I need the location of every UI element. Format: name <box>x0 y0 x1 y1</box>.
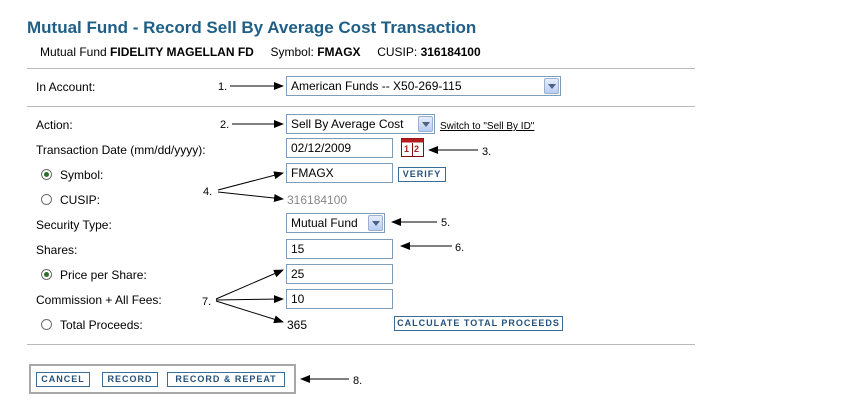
arrow-4b <box>217 191 284 203</box>
page-title: Mutual Fund - Record Sell By Average Cos… <box>27 18 477 37</box>
fund-info: Mutual Fund FIDELITY MAGELLAN FD Symbol:… <box>40 45 481 59</box>
symbol-field[interactable]: FMAGX <box>286 163 393 183</box>
account-label: In Account: <box>36 80 96 94</box>
price-field[interactable]: 25 <box>286 264 393 284</box>
commission-field[interactable]: 10 <box>286 289 393 309</box>
date-field[interactable]: 02/12/2009 <box>286 138 393 158</box>
annotation-7: 7. <box>202 296 212 308</box>
svg-text:2: 2 <box>414 144 419 154</box>
cusip-value: 316184100 <box>287 193 348 207</box>
action-select[interactable]: Sell By Average Cost <box>286 114 435 134</box>
fund-label: Mutual Fund <box>40 45 107 59</box>
fund-name: FIDELITY MAGELLAN FD <box>110 45 254 59</box>
record-repeat-button[interactable]: RECORD & REPEAT <box>167 372 285 387</box>
annotation-2: 2. <box>220 119 230 131</box>
cancel-button[interactable]: CANCEL <box>36 372 90 387</box>
shares-field[interactable]: 15 <box>286 239 393 259</box>
divider <box>27 106 695 107</box>
annotation-1: 1. <box>218 81 228 93</box>
calendar-icon[interactable]: 1 2 <box>401 138 424 157</box>
button-group <box>29 364 296 394</box>
cusip-header-value: 316184100 <box>420 45 481 59</box>
arrow-7a <box>215 269 284 300</box>
cusip-header-label: CUSIP: <box>377 45 418 59</box>
security-type-value: Mutual Fund <box>291 216 358 230</box>
date-label: Transaction Date (mm/dd/yyyy): <box>36 143 206 157</box>
total-label: Total Proceeds: <box>60 318 143 332</box>
verify-button[interactable]: VERIFY <box>398 167 446 182</box>
total-value: 365 <box>287 318 308 332</box>
symbol-label: Symbol: <box>60 168 104 182</box>
record-button[interactable]: RECORD <box>102 372 158 387</box>
price-label: Price per Share: <box>60 268 147 282</box>
calculate-total-button[interactable]: CALCULATE TOTAL PROCEEDS <box>394 316 563 331</box>
divider <box>27 68 695 69</box>
security-type-select[interactable]: Mutual Fund <box>286 213 385 233</box>
symbol-radio[interactable] <box>41 169 52 180</box>
chevron-down-icon[interactable] <box>368 215 383 231</box>
chevron-down-icon[interactable] <box>544 78 559 94</box>
price-radio[interactable] <box>41 269 52 280</box>
shares-label: Shares: <box>36 243 78 257</box>
account-select[interactable]: American Funds -- X50-269-115 <box>286 76 561 96</box>
commission-label: Commission + All Fees: <box>36 293 162 307</box>
symbol-header-label: Symbol: <box>270 45 314 59</box>
action-label: Action: <box>36 118 73 132</box>
cusip-radio[interactable] <box>41 194 52 205</box>
annotation-6: 6. <box>455 242 465 254</box>
annotation-3: 3. <box>482 146 492 158</box>
symbol-header-value: FMAGX <box>317 45 361 59</box>
action-value: Sell By Average Cost <box>291 117 404 131</box>
svg-text:1: 1 <box>404 144 409 154</box>
security-type-label: Security Type: <box>36 218 112 232</box>
annotation-5: 5. <box>441 217 451 229</box>
total-radio[interactable] <box>41 319 52 330</box>
annotation-4: 4. <box>203 186 213 198</box>
arrow-4a <box>217 171 284 191</box>
arrow-7b <box>215 295 284 304</box>
annotation-8: 8. <box>353 375 363 387</box>
switch-sell-by-id-link[interactable]: Switch to "Sell By ID" <box>440 121 535 132</box>
cusip-label: CUSIP: <box>60 193 101 207</box>
chevron-down-icon[interactable] <box>418 116 433 132</box>
arrow-7c <box>215 300 284 324</box>
account-value: American Funds -- X50-269-115 <box>291 79 462 93</box>
divider <box>27 344 695 345</box>
